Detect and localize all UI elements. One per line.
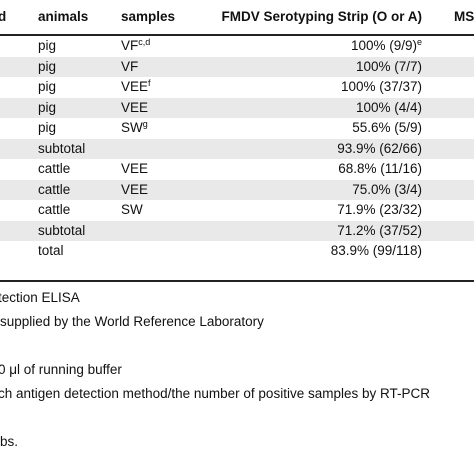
footnote: tection ELISA [0, 290, 80, 305]
cell-strip-text: 55.6% (5/9) [352, 120, 422, 135]
footnote-marker: c,d [138, 37, 151, 47]
cell-samples: VEEf [121, 77, 151, 97]
cell-strip-result: 100% (7/7) [356, 57, 422, 77]
cell-samples-text: SW [121, 120, 143, 135]
cell-samples: VF [121, 57, 138, 77]
cell-animals: subtotal [38, 222, 86, 238]
cell-animals: pig [38, 38, 57, 53]
table-row: pig VF 100% (7/7) [0, 56, 474, 77]
cell-animals: cattle [38, 181, 71, 197]
header-rule [0, 34, 474, 36]
cell-strip-result: 100% (37/37) [341, 77, 422, 97]
cell-strip-result: 75.0% (3/4) [352, 180, 422, 200]
cell-strip-text: 71.2% (37/52) [337, 222, 422, 238]
cell-samples: VEE [121, 98, 148, 118]
cell-samples-text: SW [121, 202, 143, 217]
header-col-strip: FMDV Serotyping Strip (O or A) [221, 9, 423, 24]
table-row: pig VEE 100% (4/4) [0, 97, 474, 118]
cell-strip-result: 100% (9/9)e [351, 36, 422, 56]
cell-strip-text: 100% (7/7) [355, 58, 422, 74]
cell-strip-result: 55.6% (5/9) [352, 118, 422, 138]
cell-samples-text: VEE [121, 161, 149, 176]
cell-animals: pig [38, 99, 57, 115]
cell-animals: cattle [38, 161, 71, 176]
table-row: subtotal 71.2% (37/52) [0, 220, 474, 241]
cell-strip-result: 68.8% (11/16) [338, 159, 422, 179]
cell-samples-text: VF [121, 38, 139, 53]
footnote-marker: g [142, 119, 148, 129]
footnote: bs. [0, 434, 19, 449]
table-row: pig VEEf 100% (37/37) [0, 77, 474, 97]
cell-strip-result: 71.9% (23/32) [337, 200, 422, 220]
footnote: supplied by the World Reference Laborato… [0, 314, 264, 329]
cell-strip-result: 100% (4/4) [356, 98, 422, 118]
table-row: cattle VEE 75.0% (3/4) [0, 179, 474, 200]
cell-samples: VEE [121, 159, 148, 179]
header-col-animals: animals [38, 9, 89, 24]
table-row: total 83.9% (99/118) [0, 241, 474, 261]
cell-samples-text: VEE [121, 181, 149, 197]
cell-samples-text: VEE [121, 99, 149, 115]
table-row: subtotal 93.9% (62/66) [0, 138, 474, 159]
cell-samples: SW [121, 200, 143, 220]
footnote: ch antigen detection method/the number o… [0, 386, 430, 401]
header-col-samples: samples [121, 9, 176, 24]
table-row: pig VFc,d 100% (9/9)e [0, 36, 474, 56]
cell-animals: pig [38, 79, 57, 94]
cell-strip-result: 93.9% (62/66) [337, 139, 422, 159]
cell-strip-text: 100% (4/4) [355, 99, 422, 115]
cell-animals: cattle [38, 202, 71, 217]
cell-animals: pig [38, 120, 57, 135]
cell-samples-text: VEE [121, 79, 149, 94]
cell-animals: subtotal [38, 140, 86, 156]
footnote-marker: f [148, 78, 151, 88]
cell-samples-text: VF [121, 58, 139, 74]
cell-strip-text: 71.9% (23/32) [337, 202, 422, 217]
table-header: d animals samples FMDV Serotyping Strip … [0, 0, 474, 34]
cell-samples: VEE [121, 180, 148, 200]
cell-strip-text: 93.9% (62/66) [337, 140, 422, 156]
header-col-d: d [0, 9, 7, 24]
table-row: pig SWg 55.6% (5/9) [0, 118, 474, 138]
cell-strip-text: 100% (9/9) [350, 38, 417, 53]
cell-animals: pig [38, 58, 57, 74]
cell-strip-text: 68.8% (11/16) [338, 161, 422, 176]
cell-strip-result: 83.9% (99/118) [331, 241, 422, 261]
cell-strip-text: 100% (37/37) [340, 79, 422, 94]
cell-samples: SWg [121, 118, 148, 138]
cell-strip-result: 71.2% (37/52) [337, 221, 422, 241]
cell-strip-text: 75.0% (3/4) [352, 181, 422, 197]
footnote-marker: e [416, 37, 422, 47]
table-row: cattle SW 71.9% (23/32) [0, 200, 474, 220]
cell-samples: VFc,d [121, 36, 150, 56]
bottom-rule [0, 280, 474, 282]
footnote: 0 μl of running buffer [0, 362, 122, 377]
table-row: cattle VEE 68.8% (11/16) [0, 159, 474, 179]
header-col-ms: MS [454, 9, 474, 24]
cell-strip-text: 83.9% (99/118) [330, 243, 422, 258]
cell-animals: total [38, 243, 64, 258]
